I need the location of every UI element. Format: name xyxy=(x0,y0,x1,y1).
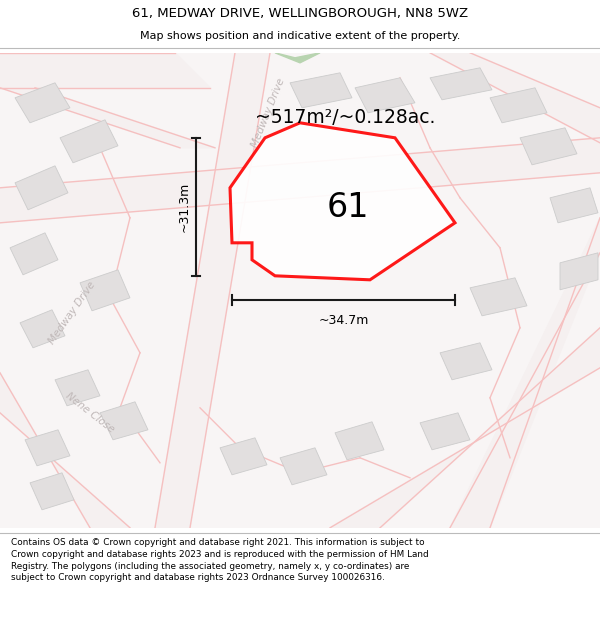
Polygon shape xyxy=(10,232,58,275)
Polygon shape xyxy=(25,430,70,466)
Text: ~517m²/~0.128ac.: ~517m²/~0.128ac. xyxy=(255,108,435,127)
Text: ~34.7m: ~34.7m xyxy=(319,314,368,327)
Polygon shape xyxy=(100,402,148,440)
Polygon shape xyxy=(220,438,267,475)
Polygon shape xyxy=(470,278,527,316)
Polygon shape xyxy=(55,370,100,406)
Polygon shape xyxy=(290,72,352,107)
Polygon shape xyxy=(335,422,384,460)
Polygon shape xyxy=(520,128,577,165)
Polygon shape xyxy=(230,122,455,280)
Polygon shape xyxy=(430,68,492,100)
Text: ~31.3m: ~31.3m xyxy=(178,182,191,232)
Polygon shape xyxy=(560,253,598,290)
Polygon shape xyxy=(430,52,600,142)
Polygon shape xyxy=(0,88,215,148)
Text: Nene Close: Nene Close xyxy=(64,391,116,435)
Polygon shape xyxy=(490,88,547,122)
Polygon shape xyxy=(15,166,68,210)
Polygon shape xyxy=(275,52,320,62)
Polygon shape xyxy=(30,472,74,510)
Polygon shape xyxy=(355,78,415,112)
Polygon shape xyxy=(60,120,118,162)
Text: 61, MEDWAY DRIVE, WELLINGBOROUGH, NN8 5WZ: 61, MEDWAY DRIVE, WELLINGBOROUGH, NN8 5W… xyxy=(132,7,468,20)
Text: Map shows position and indicative extent of the property.: Map shows position and indicative extent… xyxy=(140,31,460,41)
Polygon shape xyxy=(550,188,598,222)
Text: 61: 61 xyxy=(327,191,369,224)
Polygon shape xyxy=(20,310,65,348)
Polygon shape xyxy=(450,217,600,528)
Text: Medway Drive: Medway Drive xyxy=(47,279,97,346)
Polygon shape xyxy=(440,342,492,380)
Polygon shape xyxy=(0,138,600,222)
Text: Contains OS data © Crown copyright and database right 2021. This information is : Contains OS data © Crown copyright and d… xyxy=(11,538,428,582)
Text: Medway Drive: Medway Drive xyxy=(250,77,286,149)
Polygon shape xyxy=(0,372,130,528)
Polygon shape xyxy=(155,52,270,528)
Polygon shape xyxy=(80,270,130,311)
Polygon shape xyxy=(420,412,470,450)
Polygon shape xyxy=(280,448,327,485)
Polygon shape xyxy=(330,328,600,528)
Polygon shape xyxy=(0,52,210,88)
Polygon shape xyxy=(15,82,70,122)
